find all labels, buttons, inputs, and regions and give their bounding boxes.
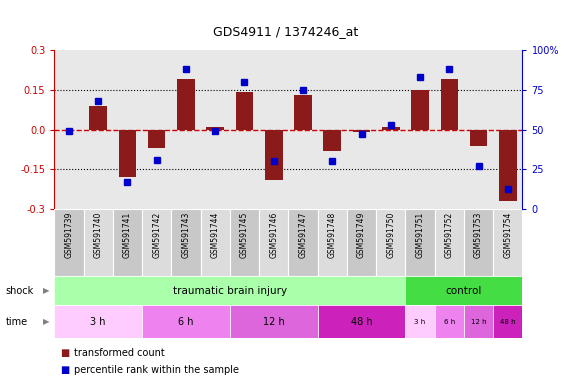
Bar (177, 79, 195, 130)
Text: 3 h: 3 h (415, 319, 425, 324)
Text: GSM591743: GSM591743 (182, 212, 191, 258)
Bar (464, 305, 493, 338)
Text: GSM591739: GSM591739 (65, 212, 74, 258)
Bar (347, 209, 376, 276)
Text: GSM591741: GSM591741 (123, 212, 132, 258)
Bar (382, 127, 400, 130)
Text: GSM591746: GSM591746 (269, 212, 278, 258)
Bar (230, 305, 317, 338)
Text: GSM591754: GSM591754 (503, 212, 512, 258)
Text: traumatic brain injury: traumatic brain injury (173, 286, 287, 296)
Text: 48 h: 48 h (500, 319, 516, 324)
Text: 3 h: 3 h (90, 316, 106, 327)
Text: GSM591751: GSM591751 (416, 212, 425, 258)
Bar (230, 209, 259, 276)
Bar (113, 209, 142, 276)
Bar (464, 209, 493, 276)
Text: GSM591748: GSM591748 (328, 212, 337, 258)
Bar (353, 130, 370, 132)
Text: ■: ■ (60, 364, 69, 375)
Bar (142, 209, 171, 276)
Text: shock: shock (6, 286, 34, 296)
Text: GSM591749: GSM591749 (357, 212, 366, 258)
Bar (236, 93, 254, 130)
Text: GSM591744: GSM591744 (211, 212, 220, 258)
Text: 48 h: 48 h (351, 316, 372, 327)
Bar (148, 130, 166, 148)
Bar (323, 130, 341, 151)
Bar (317, 209, 347, 276)
Text: ▶: ▶ (43, 286, 49, 295)
Bar (200, 209, 230, 276)
Text: GDS4911 / 1374246_at: GDS4911 / 1374246_at (213, 25, 358, 38)
Bar (405, 305, 435, 338)
Text: control: control (446, 286, 482, 296)
Text: GSM591740: GSM591740 (94, 212, 103, 258)
Text: GSM591753: GSM591753 (474, 212, 483, 258)
Bar (83, 209, 112, 276)
Bar (317, 305, 405, 338)
Text: GSM591750: GSM591750 (386, 212, 395, 258)
Bar (405, 209, 435, 276)
Text: percentile rank within the sample: percentile rank within the sample (74, 364, 239, 375)
Bar (493, 305, 522, 338)
Text: GSM591745: GSM591745 (240, 212, 249, 258)
Bar (294, 95, 312, 130)
Bar (54, 305, 142, 338)
Bar (142, 305, 230, 338)
Text: GSM591752: GSM591752 (445, 212, 454, 258)
Bar (435, 305, 464, 338)
Bar (376, 209, 405, 276)
Text: GSM591747: GSM591747 (299, 212, 308, 258)
Text: 12 h: 12 h (263, 316, 284, 327)
Bar (435, 209, 464, 276)
Text: GSM591742: GSM591742 (152, 212, 161, 258)
Bar (259, 209, 288, 276)
Bar (411, 90, 429, 130)
Bar (499, 130, 517, 201)
Bar (288, 209, 317, 276)
Bar (171, 209, 200, 276)
Bar (265, 130, 283, 180)
Bar (54, 209, 83, 276)
Bar (207, 127, 224, 130)
Bar (405, 276, 522, 305)
Bar (89, 106, 107, 130)
Text: ■: ■ (60, 348, 69, 358)
Text: transformed count: transformed count (74, 348, 165, 358)
Bar (493, 209, 522, 276)
Text: 6 h: 6 h (444, 319, 455, 324)
Bar (119, 130, 136, 177)
Text: time: time (6, 316, 28, 327)
Bar (470, 130, 488, 146)
Bar (54, 276, 405, 305)
Text: ▶: ▶ (43, 317, 49, 326)
Text: 6 h: 6 h (178, 316, 194, 327)
Text: 12 h: 12 h (471, 319, 486, 324)
Bar (441, 79, 458, 130)
